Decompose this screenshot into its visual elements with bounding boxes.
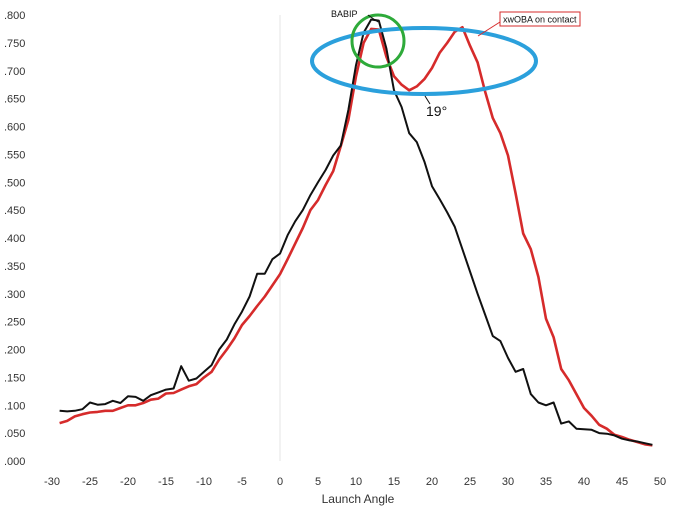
y-tick-label: .250	[4, 317, 25, 329]
x-tick-label: 40	[578, 476, 590, 488]
x-tick-label: 30	[502, 476, 514, 488]
babip-annotation-leader	[367, 14, 379, 23]
x-tick-label: 20	[426, 476, 438, 488]
x-tick-label: 50	[654, 476, 666, 488]
y-axis-ticks: .000 .050 .100 .150 .200 .250 .300 .350 .400 .450…	[4, 10, 25, 468]
y-tick-label: .350	[4, 261, 25, 273]
y-tick-label: .700	[4, 66, 25, 78]
x-axis-title: Launch Angle	[322, 492, 395, 506]
y-tick-label: .650	[4, 94, 25, 106]
y-tick-label: .100	[4, 400, 25, 412]
angle-annotation-leader	[424, 95, 431, 105]
x-axis-ticks: -30 -25 -20 -15 -10 -5 0 5 10 15 20 25 30 35 40 45 50	[44, 476, 666, 488]
y-tick-label: .750	[4, 38, 25, 50]
xwoba-annotation: xwOBA on contact	[503, 15, 577, 25]
y-tick-label: .150	[4, 372, 25, 384]
y-tick-label: .450	[4, 205, 25, 217]
xwoba-annotation-leader	[477, 21, 501, 37]
y-tick-label: .200	[4, 345, 25, 357]
x-tick-label: -30	[44, 476, 60, 488]
x-tick-label: 45	[616, 476, 628, 488]
y-tick-label: .000	[4, 456, 25, 468]
babip-series-line	[59, 18, 653, 446]
x-tick-label: 35	[540, 476, 552, 488]
babip-peak-circle	[350, 13, 406, 69]
x-tick-label: -5	[237, 476, 247, 488]
y-tick-label: .300	[4, 289, 25, 301]
x-tick-label: 5	[315, 476, 321, 488]
y-tick-label: .800	[4, 10, 25, 22]
x-tick-label: -25	[82, 476, 98, 488]
babip-annotation: BABIP	[331, 9, 358, 19]
x-tick-label: 10	[350, 476, 362, 488]
x-tick-label: -10	[196, 476, 212, 488]
angle-annotation: 19°	[426, 103, 447, 119]
y-tick-label: .400	[4, 233, 25, 245]
peak-highlight-ellipse	[310, 26, 538, 96]
x-tick-label: 0	[277, 476, 283, 488]
xwoba-annotation-box	[499, 11, 581, 27]
y-tick-label: .600	[4, 122, 25, 134]
series-layer	[59, 18, 653, 447]
x-tick-label: -20	[120, 476, 136, 488]
y-tick-label: .050	[4, 428, 25, 440]
y-tick-label: .550	[4, 149, 25, 161]
y-tick-label: .500	[4, 177, 25, 189]
x-tick-label: -15	[158, 476, 174, 488]
x-tick-label: 15	[388, 476, 400, 488]
x-tick-label: 25	[464, 476, 476, 488]
xwoba-series-line	[59, 25, 653, 447]
